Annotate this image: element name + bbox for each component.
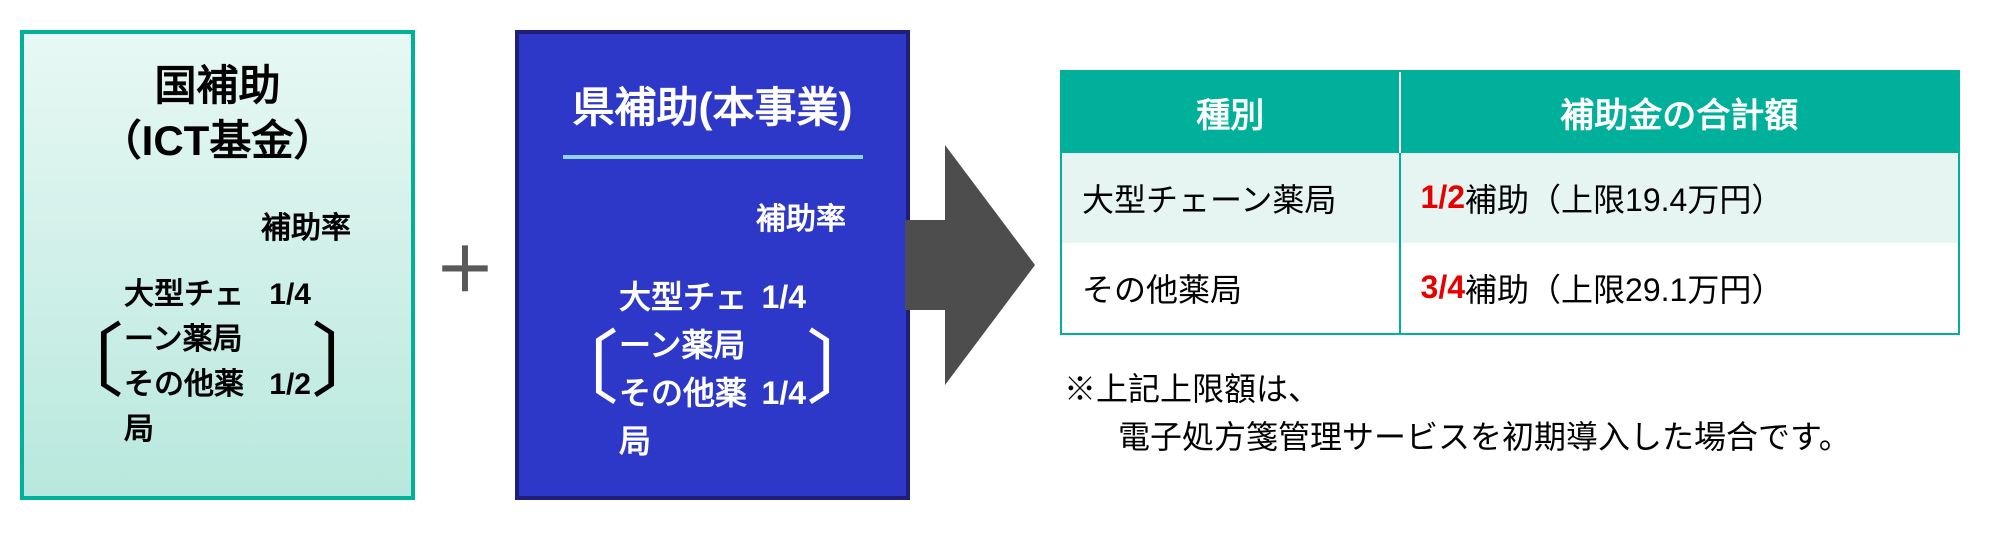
plus-icon: ＋ xyxy=(430,222,500,309)
bracket-right-icon: 〕 xyxy=(806,329,886,409)
bracket-right-icon: 〕 xyxy=(311,322,391,402)
prefectural-rate2-label: その他薬局 xyxy=(619,369,752,465)
national-rate-row-2: その他薬局 1/2 xyxy=(124,362,311,452)
table-header-type: 種別 xyxy=(1062,72,1401,153)
national-subsidy-box: 国補助 （ICT基金） 補助率 〔 大型チェーン薬局 1/4 その他薬局 1/2… xyxy=(20,30,415,500)
prefectural-subsidy-box: 県補助(本事業) 補助率 〔 大型チェーン薬局 1/4 その他薬局 1/4 〕 xyxy=(515,30,910,500)
ratio-highlight: 1/2 xyxy=(1421,179,1465,216)
national-rate1-value: 1/4 xyxy=(269,272,311,362)
prefectural-rate2-value: 1/4 xyxy=(762,369,806,465)
national-rate2-label: その他薬局 xyxy=(124,362,259,452)
footnote: ※上記上限額は、 電子処方箋管理サービスを初期導入した場合です。 xyxy=(1060,365,1960,461)
table-cell-type: その他薬局 xyxy=(1062,243,1401,333)
prefectural-rate-row-2: その他薬局 1/4 xyxy=(619,369,806,465)
national-rate-row-1: 大型チェーン薬局 1/4 xyxy=(124,272,311,362)
amount-rest: 補助（上限19.4万円） xyxy=(1465,175,1783,221)
table-header-amount: 補助金の合計額 xyxy=(1401,72,1958,153)
prefectural-rate-bracket: 〔 大型チェーン薬局 1/4 その他薬局 1/4 〕 xyxy=(539,273,886,465)
national-rate-bracket: 〔 大型チェーン薬局 1/4 その他薬局 1/2 〕 xyxy=(44,272,391,452)
footnote-line2: 電子処方箋管理サービスを初期導入した場合です。 xyxy=(1064,413,1960,461)
title-line2: （ICT基金） xyxy=(100,117,336,164)
table-cell-amount: 1/2補助（上限19.4万円） xyxy=(1401,153,1958,243)
table-row: その他薬局 3/4補助（上限29.1万円） xyxy=(1062,243,1958,333)
prefectural-rate-label: 補助率 xyxy=(756,194,846,238)
prefectural-divider xyxy=(563,155,863,159)
bracket-left-icon: 〔 xyxy=(44,322,124,402)
prefectural-rate1-label: 大型チェーン薬局 xyxy=(619,273,752,369)
table-cell-type: 大型チェーン薬局 xyxy=(1062,153,1401,243)
prefectural-rate1-value: 1/4 xyxy=(762,273,806,369)
table-header-row: 種別 補助金の合計額 xyxy=(1062,72,1958,153)
table-cell-amount: 3/4補助（上限29.1万円） xyxy=(1401,243,1958,333)
national-rate-label: 補助率 xyxy=(261,203,351,247)
arrow-right-icon xyxy=(945,145,1035,385)
title-line1: 国補助 xyxy=(154,62,280,109)
national-rate-content: 大型チェーン薬局 1/4 その他薬局 1/2 xyxy=(124,272,311,452)
table-row: 大型チェーン薬局 1/2補助（上限19.4万円） xyxy=(1062,153,1958,243)
result-section: 種別 補助金の合計額 大型チェーン薬局 1/2補助（上限19.4万円） その他薬… xyxy=(1060,70,1960,461)
subsidy-table: 種別 補助金の合計額 大型チェーン薬局 1/2補助（上限19.4万円） その他薬… xyxy=(1060,70,1960,335)
prefectural-subsidy-title: 県補助(本事業) xyxy=(573,74,853,135)
prefectural-rate-row-1: 大型チェーン薬局 1/4 xyxy=(619,273,806,369)
diagram-container: 国補助 （ICT基金） 補助率 〔 大型チェーン薬局 1/4 その他薬局 1/2… xyxy=(0,0,2015,530)
amount-rest: 補助（上限29.1万円） xyxy=(1465,265,1783,311)
footnote-line1: ※上記上限額は、 xyxy=(1064,371,1320,407)
national-rate2-value: 1/2 xyxy=(269,362,311,452)
national-rate1-label: 大型チェーン薬局 xyxy=(124,272,259,362)
prefectural-rate-content: 大型チェーン薬局 1/4 その他薬局 1/4 xyxy=(619,273,806,465)
ratio-highlight: 3/4 xyxy=(1421,269,1465,306)
bracket-left-icon: 〔 xyxy=(539,329,619,409)
national-subsidy-title: 国補助 （ICT基金） xyxy=(100,59,336,168)
